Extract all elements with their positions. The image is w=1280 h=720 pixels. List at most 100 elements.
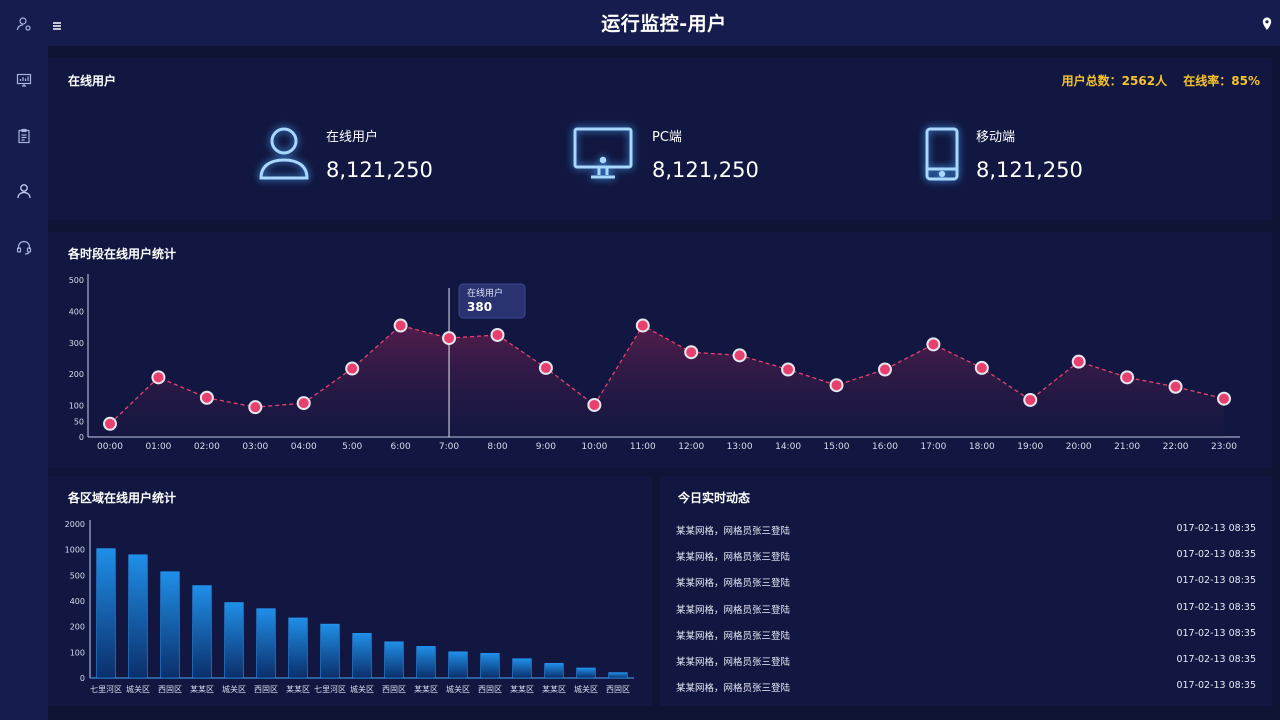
bar	[96, 548, 116, 679]
data-point	[926, 337, 941, 352]
y-tick-label: 200	[70, 623, 85, 632]
data-point	[199, 390, 214, 405]
x-tick-label: 12:00	[678, 442, 704, 452]
bar	[224, 602, 244, 679]
panel-title: 今日实时动态	[678, 491, 751, 505]
x-tick-label: 某某区	[510, 685, 534, 694]
user-icon[interactable]	[14, 181, 34, 201]
activity-text: 某某网格，网格员张三登陆	[676, 683, 791, 695]
activity-item[interactable]: 某某网格，网格员张三登陆 017-02-13 08:35	[676, 549, 1256, 563]
data-point	[781, 362, 796, 377]
data-point	[345, 361, 360, 376]
x-tick-label: 03:00	[242, 442, 268, 452]
panel-title: 各区域在线用户统计	[68, 491, 177, 505]
x-tick-label: 19:00	[1017, 442, 1043, 452]
x-tick-label: 16:00	[872, 442, 898, 452]
x-tick-label: 02:00	[194, 442, 220, 452]
x-tick-label: 7:00	[439, 442, 459, 452]
activity-text: 某某网格，网格员张三登陆	[676, 657, 791, 668]
y-tick-label: 200	[69, 370, 84, 379]
x-tick-label: 17:00	[920, 442, 946, 452]
kpi-value: 8,121,250	[976, 158, 1083, 182]
x-tick-label: 城关区	[350, 684, 374, 694]
data-point	[442, 331, 457, 346]
activity-text: 某某网格，网格员张三登陆	[676, 630, 791, 642]
y-tick-label: 100	[70, 648, 85, 657]
kpi-value: 8,121,250	[652, 158, 759, 182]
x-tick-label: 23:00	[1211, 442, 1237, 452]
kpi-label: 移动端	[976, 130, 1016, 145]
x-tick-label: 8:00	[487, 442, 507, 452]
activity-text: 某某网格，网格员张三登陆	[676, 552, 791, 564]
monitor-chart-icon[interactable]	[14, 70, 34, 90]
user-icon	[258, 126, 310, 186]
activity-time: 017-02-13 08:35	[1176, 654, 1256, 665]
bar	[448, 651, 468, 679]
x-tick-label: 某某区	[542, 685, 566, 694]
x-tick-label: 04:00	[291, 442, 317, 452]
activity-item[interactable]: 某某网格，网格员张三登陆 017-02-13 08:35	[676, 523, 1256, 537]
bar	[576, 667, 596, 679]
data-point	[829, 378, 844, 393]
bar	[480, 653, 500, 679]
activity-item[interactable]: 某某网格，网格员张三登陆 017-02-13 08:35	[676, 680, 1256, 694]
data-point	[393, 318, 408, 333]
y-tick-label: 300	[69, 339, 84, 348]
data-point	[1168, 379, 1183, 394]
data-point	[1023, 392, 1038, 407]
tooltip-label: 在线用户	[467, 287, 503, 299]
activity-time: 017-02-13 08:35	[1176, 627, 1256, 639]
data-point	[538, 360, 553, 375]
hourly-chart-panel: 各时段在线用户统计 0 50 100 200 300 400 500 00:00 01:00 02…	[48, 232, 1272, 468]
x-tick-label: 18:00	[969, 442, 995, 452]
x-tick-label: 七里河区	[314, 684, 346, 694]
data-point	[248, 400, 263, 415]
activity-text: 某某网格，网格员张三登陆	[676, 526, 791, 537]
x-tick-label: 00:00	[97, 442, 123, 452]
x-tick-label: 西固区	[606, 685, 630, 694]
x-tick-label: 城关区	[446, 684, 470, 694]
activity-item[interactable]: 某某网格，网格员张三登陆 017-02-13 08:35	[676, 654, 1256, 668]
x-tick-label: 13:00	[727, 442, 753, 452]
x-tick-label: 城关区	[222, 684, 246, 694]
kpi-label: 在线用户	[326, 130, 379, 145]
y-tick-label: 1000	[65, 546, 85, 555]
activity-item[interactable]: 某某网格，网格员张三登陆 017-02-13 08:35	[676, 602, 1256, 616]
location-pin-icon[interactable]	[1262, 16, 1272, 30]
data-point	[1120, 370, 1135, 385]
region-chart-panel: 各区域在线用户统计 0 100 200 400 500 1000 2000 七里河区 城关区 西固…	[48, 476, 652, 706]
x-tick-label: 21:00	[1114, 442, 1140, 452]
menu-icon[interactable]	[52, 16, 64, 30]
data-point	[296, 396, 311, 411]
y-tick-label: 400	[70, 597, 85, 606]
headset-icon[interactable]	[14, 237, 34, 257]
activity-time: 017-02-13 08:35	[1176, 523, 1256, 534]
clipboard-icon[interactable]	[14, 126, 34, 146]
x-tick-label: 10:00	[581, 442, 607, 452]
bar	[256, 608, 276, 679]
x-tick-label: 20:00	[1066, 442, 1092, 452]
x-tick-label: 5:00	[342, 442, 362, 452]
data-point	[1217, 391, 1231, 406]
data-point	[1071, 354, 1086, 369]
mobile-icon	[924, 126, 960, 186]
y-tick-label: 400	[69, 307, 84, 316]
data-point	[587, 397, 602, 412]
user-settings-icon[interactable]	[14, 14, 34, 34]
bar	[512, 658, 532, 679]
x-tick-label: 15:00	[824, 442, 850, 452]
bar	[320, 623, 340, 679]
activity-item[interactable]: 某某网格，网格员张三登陆 017-02-13 08:35	[676, 575, 1256, 589]
stats-summary: 用户总数：2562人 在线率：85%	[1050, 72, 1260, 89]
online-users-panel: 在线用户 用户总数：2562人 在线率：85% 在线用户 8,121,250 P…	[48, 58, 1272, 220]
x-tick-label: 22:00	[1163, 442, 1189, 452]
x-tick-label: 9:00	[536, 442, 556, 452]
activity-item[interactable]: 某某网格，网格员张三登陆 017-02-13 08:35	[676, 628, 1256, 642]
hourly-line-chart: 0 50 100 200 300 400 500 00:00 01:00 02:00 03:00 04…	[69, 274, 1240, 452]
page-title: 运行监控-用户	[601, 13, 727, 35]
data-point	[635, 318, 650, 333]
activity-text: 某某网格，网格员张三登陆	[676, 604, 791, 616]
tooltip-box	[458, 283, 526, 319]
online-rate-stat: 在线率：85%	[1183, 74, 1260, 88]
sidebar	[0, 0, 48, 720]
